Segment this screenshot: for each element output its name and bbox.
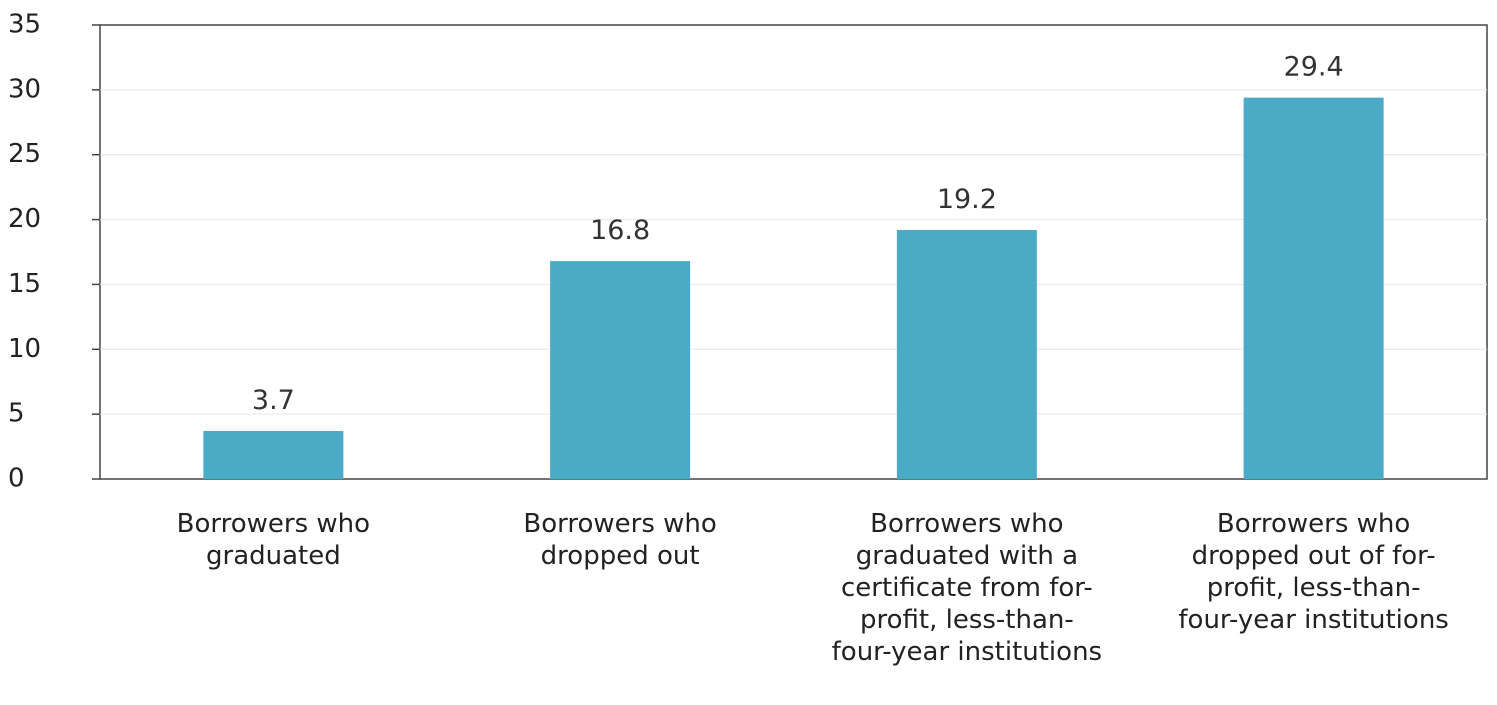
category-label-line: graduated <box>206 541 341 571</box>
category-label-line: graduated with a <box>856 541 1078 571</box>
category-label-line: Borrowers who <box>523 509 716 539</box>
y-axis-tick-labels: 0 5 10 15 20 25 30 35 <box>8 10 100 494</box>
category-label-line: Borrowers who <box>1217 509 1410 539</box>
y-tick-label: 25 <box>8 139 41 169</box>
bar <box>1243 97 1384 479</box>
category-label-line: four-year institutions <box>832 637 1102 667</box>
category-label-line: profit, less-than- <box>860 605 1074 635</box>
category-label-line: dropped out of for- <box>1192 541 1436 571</box>
category-label: Borrowers who graduated <box>177 509 370 571</box>
y-tick-label: 10 <box>8 334 41 364</box>
data-label: 29.4 <box>1284 52 1344 83</box>
plot-area <box>99 24 1488 480</box>
data-labels: 3.7 16.8 19.2 29.4 <box>252 52 1344 416</box>
y-tick-label: 5 <box>8 399 25 429</box>
y-tick-label: 0 <box>8 464 25 494</box>
category-label-line: Borrowers who <box>870 509 1063 539</box>
y-tick-label: 35 <box>8 10 41 40</box>
data-label: 3.7 <box>252 385 295 416</box>
bars <box>203 97 1384 479</box>
category-label-line: certificate from for- <box>841 573 1093 603</box>
category-label: Borrowers who graduated with a certificate… <box>832 509 1102 667</box>
y-tick-label: 30 <box>8 74 41 104</box>
y-tick-label: 15 <box>8 269 41 299</box>
bar <box>203 431 344 479</box>
data-label: 19.2 <box>937 184 997 215</box>
category-label-line: four-year institutions <box>1178 605 1448 635</box>
category-label-line: profit, less-than- <box>1207 573 1421 603</box>
y-tick-label: 20 <box>8 204 41 234</box>
category-label: Borrowers who dropped out of for-profit, … <box>1178 509 1448 635</box>
bar <box>550 261 691 479</box>
category-label: Borrowers who dropped out <box>523 509 716 571</box>
bar <box>896 229 1037 479</box>
category-label-line: Borrowers who <box>177 509 370 539</box>
data-label: 16.8 <box>590 215 650 246</box>
category-label-line: dropped out <box>541 541 700 571</box>
